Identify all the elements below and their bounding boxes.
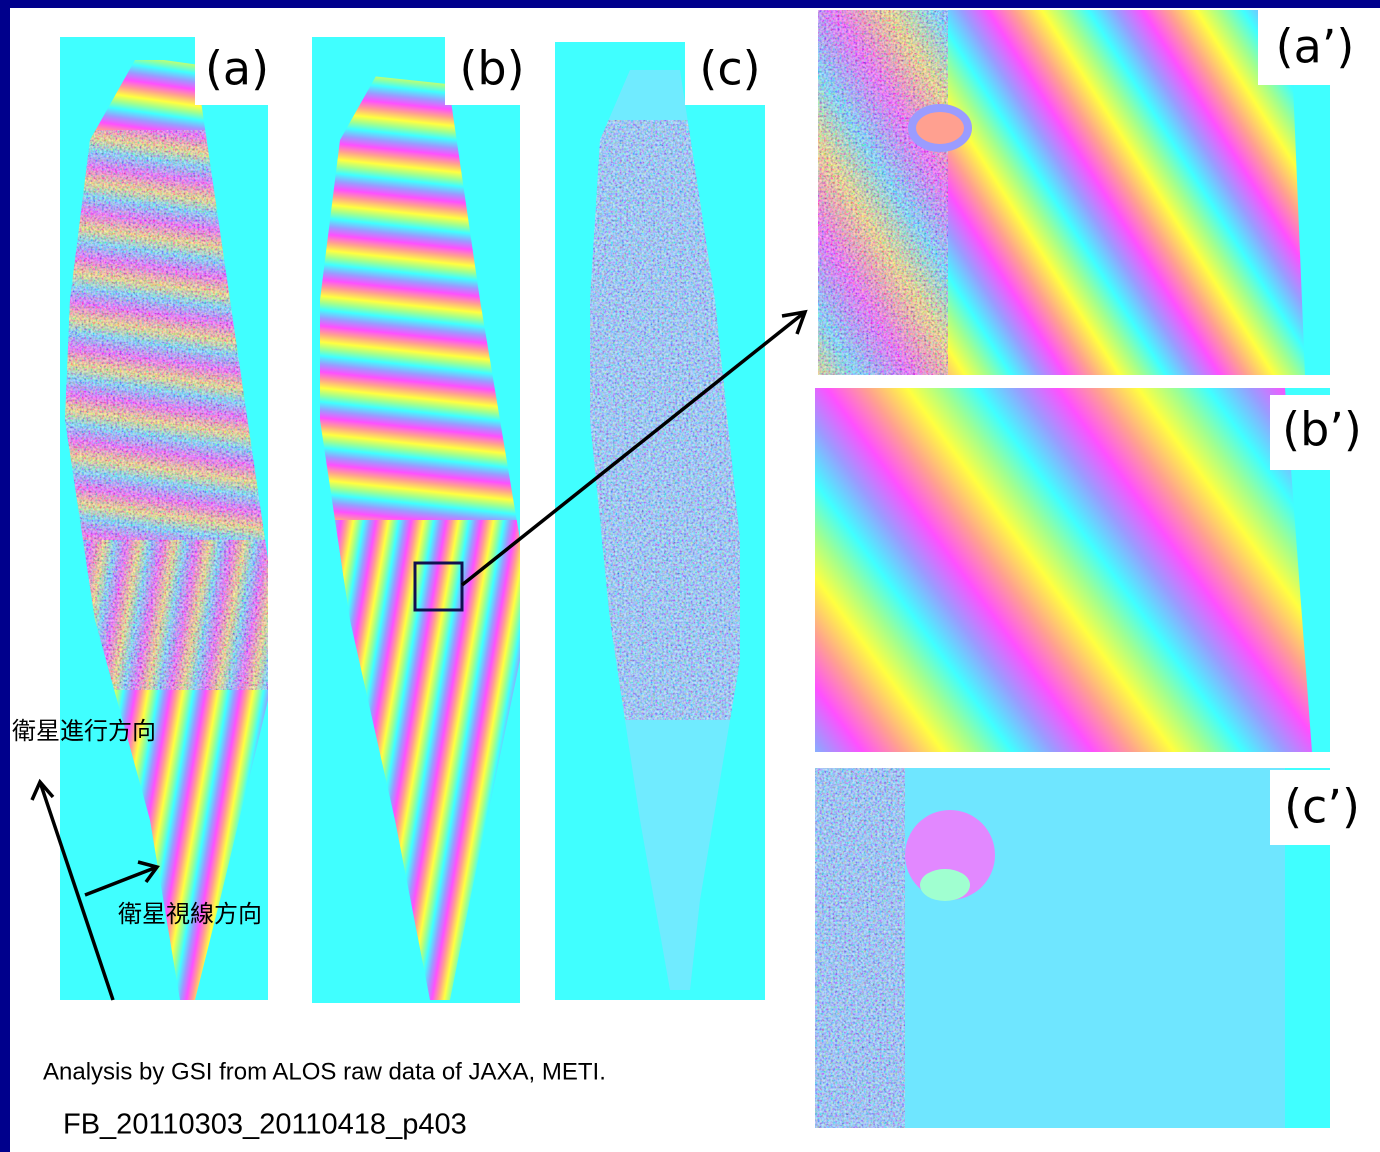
panel-label: (a)	[205, 42, 269, 96]
noise	[815, 768, 905, 1128]
crater-core	[920, 869, 970, 901]
zoom-panel-b	[815, 388, 1330, 752]
panel-label: (b)	[459, 42, 524, 96]
slide: (a) (b) (c) (a’) (b’) (c’) 衛星進行方向 衛星視線方向	[0, 0, 1380, 1152]
panel-label: (b’)	[1282, 403, 1362, 457]
annotation: 衛星進行方向	[12, 717, 156, 745]
annotation: 衛星視線方向	[118, 900, 262, 928]
noise	[818, 10, 948, 375]
panel-label: (a’)	[1276, 20, 1355, 74]
panel-label: (c)	[699, 42, 760, 96]
credit: Analysis by GSI from ALOS raw data of JA…	[43, 1058, 606, 1085]
crater	[912, 108, 968, 148]
panel-label: (c’)	[1284, 780, 1360, 834]
file-id: FB_20110303_20110418_p403	[63, 1109, 467, 1141]
